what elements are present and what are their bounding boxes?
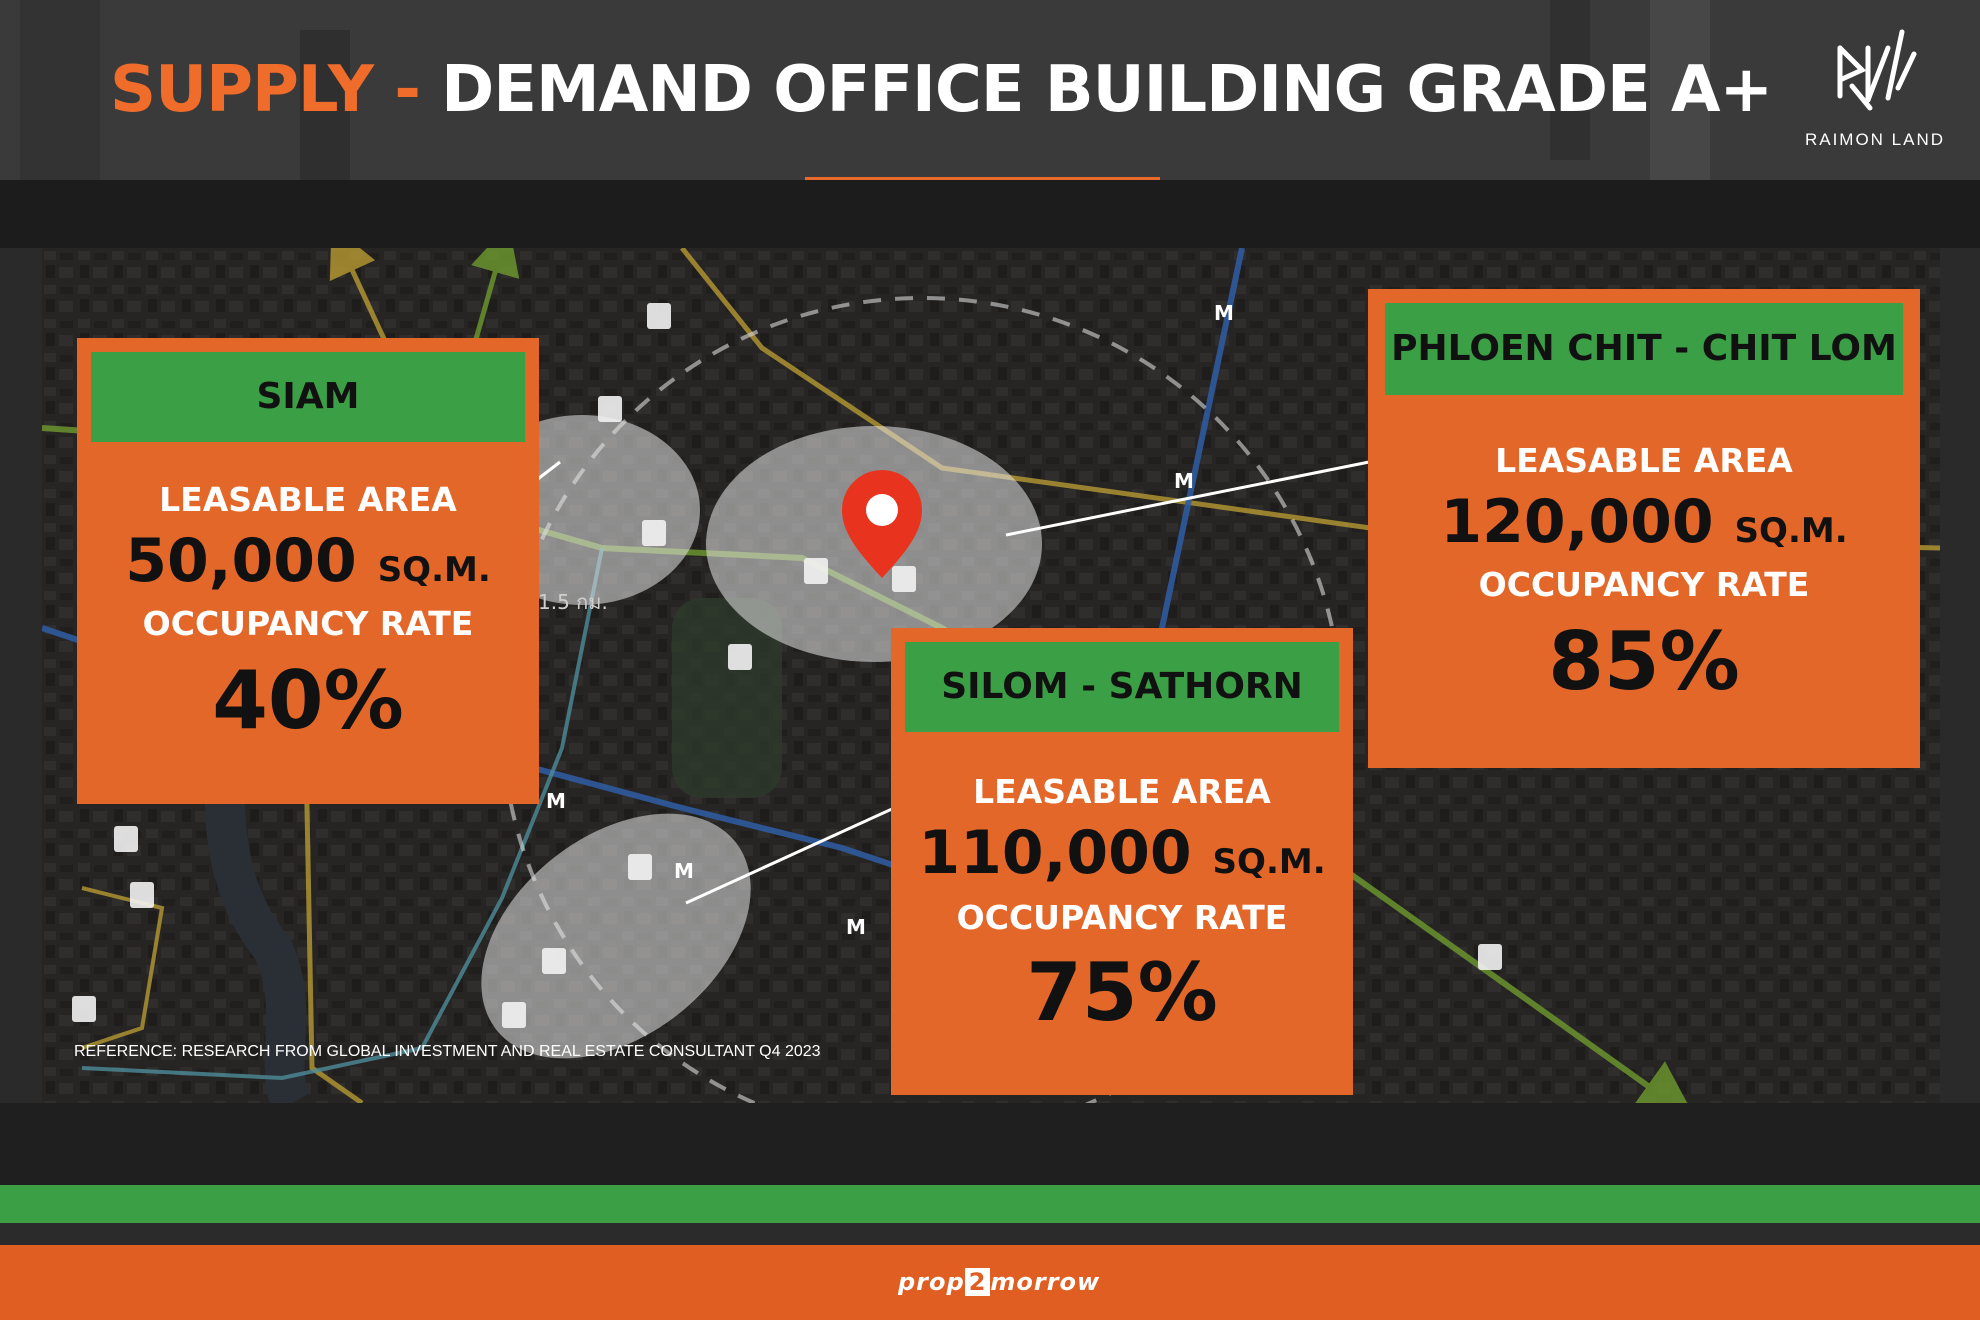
logo-mid: 2	[964, 1268, 991, 1296]
leasable-area-value: 110,000 SQ.M.	[891, 818, 1353, 888]
leasable-area-number: 50,000	[125, 526, 357, 596]
area-name: SIAM	[91, 352, 525, 442]
leasable-area-value: 50,000 SQ.M.	[77, 526, 539, 596]
footer-orange-band	[0, 1245, 1980, 1320]
location-pin-icon	[842, 470, 922, 578]
svg-text:M: M	[674, 859, 694, 883]
area-name: SILOM - SATHORN	[905, 642, 1339, 732]
occupancy-rate-label: OCCUPANCY RATE	[956, 898, 1288, 937]
leasable-area-label: LEASABLE AREA	[973, 772, 1271, 811]
radius-label: 1.5 กม.	[538, 590, 608, 614]
leasable-area-unit: SQ.M.	[1734, 511, 1848, 551]
raimon-land-logo-icon	[1837, 29, 1917, 111]
leasable-area-number: 120,000	[1440, 487, 1714, 557]
footer-green-band	[0, 1185, 1980, 1223]
occupancy-rate-value: 40%	[212, 654, 404, 747]
area-card-siam: SIAM LEASABLE AREA 50,000 SQ.M. OCCUPANC…	[77, 338, 539, 804]
svg-text:M: M	[1214, 301, 1234, 325]
leasable-area-unit: SQ.M.	[1212, 842, 1326, 882]
area-card-phloen-chit-chit-lom: PHLOEN CHIT - CHIT LOM LEASABLE AREA 120…	[1368, 289, 1920, 768]
occupancy-rate-label: OCCUPANCY RATE	[142, 604, 474, 643]
svg-text:M: M	[1174, 469, 1194, 493]
leasable-area-value: 120,000 SQ.M.	[1368, 487, 1920, 557]
occupancy-rate-value: 75%	[1026, 946, 1218, 1039]
leasable-area-number: 110,000	[918, 818, 1192, 888]
reference-note: REFERENCE: RESEARCH FROM GLOBAL INVESTME…	[74, 1043, 821, 1060]
area-name: PHLOEN CHIT - CHIT LOM	[1385, 303, 1903, 395]
mrt-m-icon: M M M M M	[546, 301, 1234, 939]
logo-right: morrow	[990, 1268, 1101, 1296]
svg-text:M: M	[546, 789, 566, 813]
occupancy-rate-label: OCCUPANCY RATE	[1478, 565, 1810, 604]
page-title: SUPPLY - DEMAND OFFICE BUILDING GRADE A+	[110, 52, 1773, 128]
occupancy-rate-value: 85%	[1548, 615, 1740, 708]
title-accent: SUPPLY -	[110, 53, 421, 127]
area-card-silom-sathorn: SILOM - SATHORN LEASABLE AREA 110,000 SQ…	[891, 628, 1353, 1095]
leasable-area-unit: SQ.M.	[377, 550, 491, 590]
brand-name: RAIMON LAND	[1804, 130, 1946, 149]
leasable-area-label: LEASABLE AREA	[159, 480, 457, 519]
prop2morrow-logo: prop 2 morrow	[890, 1266, 1108, 1298]
title-main: DEMAND OFFICE BUILDING GRADE A+	[441, 53, 1773, 127]
brand-logo: RAIMON LAND	[1790, 18, 1960, 158]
bts-station-icon	[72, 303, 1502, 1028]
logo-left: prop	[898, 1268, 965, 1296]
leasable-area-label: LEASABLE AREA	[1495, 441, 1793, 480]
svg-text:M: M	[846, 915, 866, 939]
title-underline	[805, 177, 1160, 180]
